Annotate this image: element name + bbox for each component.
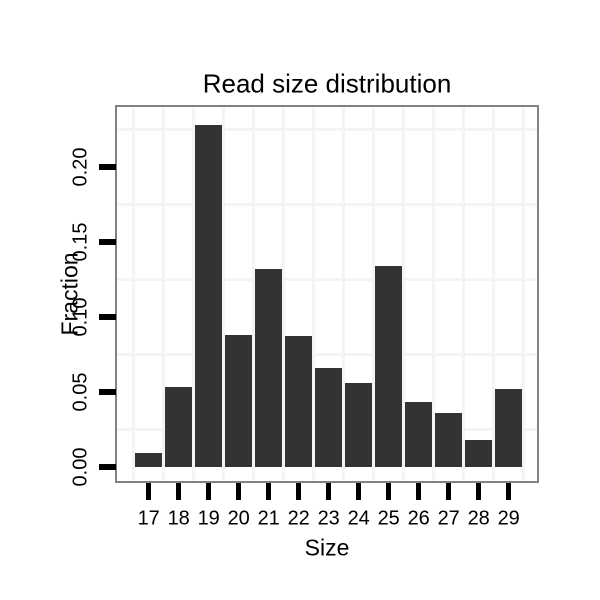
- x-tick-label: 22: [287, 507, 310, 530]
- x-tick-label: 27: [437, 507, 460, 530]
- v-gridline: [282, 107, 286, 481]
- x-tick-label: 18: [167, 507, 190, 530]
- x-tick: [386, 483, 392, 500]
- x-tick-label: 28: [467, 507, 490, 530]
- x-tick-label: 23: [317, 507, 340, 530]
- x-tick-label: 25: [377, 507, 400, 530]
- v-gridline: [312, 107, 316, 481]
- x-tick-label: 29: [497, 507, 520, 530]
- bar-27: [434, 412, 463, 467]
- v-gridline: [162, 107, 166, 481]
- bar-22: [284, 336, 313, 467]
- y-tick: [99, 463, 116, 470]
- y-tick: [99, 313, 116, 320]
- x-tick-label: 26: [407, 507, 430, 530]
- bar-18: [164, 387, 193, 467]
- x-tick: [416, 483, 422, 500]
- x-tick: [206, 483, 212, 500]
- plot-panel: [115, 105, 539, 483]
- x-tick: [176, 483, 182, 500]
- x-tick: [506, 483, 512, 500]
- x-tick: [146, 483, 152, 500]
- y-tick: [99, 388, 116, 395]
- h-gridline: [117, 202, 537, 206]
- y-tick-label: 0.20: [69, 147, 92, 186]
- x-tick: [356, 483, 362, 500]
- v-gridline: [342, 107, 346, 481]
- v-gridline: [462, 107, 466, 481]
- x-axis-title: Size: [304, 534, 350, 561]
- x-tick-label: 24: [347, 507, 370, 530]
- x-tick-label: 20: [227, 507, 250, 530]
- x-tick-label: 19: [197, 507, 220, 530]
- bar-25: [374, 265, 403, 467]
- bar-28: [464, 439, 493, 467]
- y-tick: [99, 238, 116, 245]
- y-tick: [99, 163, 116, 170]
- v-gridline: [252, 107, 256, 481]
- x-tick-label: 17: [137, 507, 160, 530]
- v-gridline: [222, 107, 226, 481]
- x-tick: [476, 483, 482, 500]
- x-tick: [326, 483, 332, 500]
- v-gridline: [492, 107, 496, 481]
- x-tick: [236, 483, 242, 500]
- y-tick-label: 0.00: [69, 447, 92, 486]
- v-gridline: [192, 107, 196, 481]
- v-gridline: [522, 107, 526, 481]
- y-tick-label: 0.05: [69, 372, 92, 411]
- bar-21: [254, 268, 283, 467]
- v-gridline: [402, 107, 406, 481]
- gridlines: [117, 107, 537, 481]
- x-tick: [446, 483, 452, 500]
- chart-title: Read size distribution: [202, 68, 452, 99]
- h-gridline: [117, 352, 537, 356]
- x-tick: [266, 483, 272, 500]
- v-gridline: [132, 107, 136, 481]
- h-gridline: [117, 277, 537, 281]
- bar-26: [404, 402, 433, 467]
- v-gridline: [432, 107, 436, 481]
- bar-19: [194, 124, 223, 467]
- bar-24: [344, 382, 373, 467]
- v-gridline: [372, 107, 376, 481]
- bar-20: [224, 334, 253, 467]
- y-axis-title: Fraction: [56, 252, 83, 336]
- x-tick-label: 21: [257, 507, 280, 530]
- bar-29: [494, 388, 523, 467]
- bars: [117, 107, 537, 481]
- x-tick: [296, 483, 302, 500]
- h-gridline: [117, 127, 537, 131]
- bar-23: [314, 367, 343, 467]
- bar-17: [134, 453, 163, 467]
